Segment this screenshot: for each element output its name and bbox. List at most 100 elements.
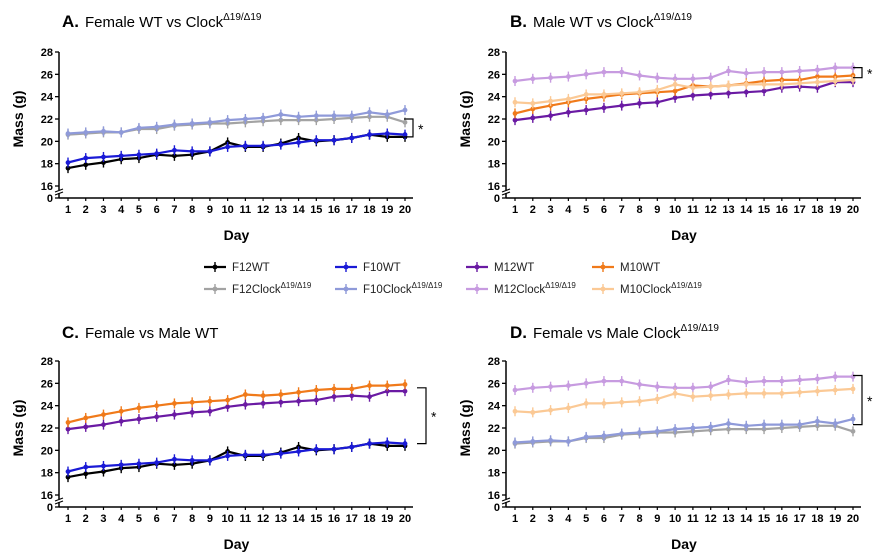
data-point	[207, 148, 213, 154]
y-tick-label: 18	[488, 468, 500, 480]
data-point	[619, 69, 625, 75]
data-point	[154, 414, 160, 420]
data-point	[779, 422, 785, 428]
axis-break-mark	[501, 497, 511, 502]
legend-label-superscript: Δ19/Δ19	[281, 281, 312, 290]
x-tick-label: 6	[601, 204, 607, 216]
panel-letter: C.	[62, 323, 79, 342]
data-point	[118, 408, 124, 414]
data-point	[512, 440, 518, 445]
data-point	[118, 418, 124, 424]
data-point	[278, 112, 284, 117]
data-point	[83, 162, 89, 168]
legend-label: M12WT	[494, 262, 534, 274]
data-point	[384, 440, 390, 445]
data-point	[101, 154, 106, 160]
y-tick-label: 26	[488, 378, 500, 390]
data-point	[832, 421, 838, 426]
data-point	[583, 434, 589, 440]
significance-bracket	[417, 387, 427, 445]
x-tick-label: 9	[654, 513, 660, 525]
data-point	[530, 439, 536, 444]
data-point	[797, 389, 803, 395]
series-line	[514, 80, 853, 122]
data-point	[530, 409, 536, 415]
data-point	[172, 456, 177, 462]
data-point	[548, 384, 553, 390]
x-tick-label: 17	[346, 513, 358, 525]
x-tick-label: 3	[548, 513, 554, 525]
panel-title-text: Female vs Male WT	[85, 325, 218, 342]
data-point	[743, 379, 749, 385]
data-point	[154, 403, 160, 409]
data-point	[296, 449, 301, 454]
x-tick-label: 7	[171, 513, 177, 525]
y-tick-label: 24	[41, 92, 54, 104]
data-point	[331, 113, 337, 119]
data-point	[296, 140, 301, 145]
data-point	[601, 401, 607, 406]
data-point	[65, 160, 71, 165]
data-point	[832, 387, 838, 393]
data-point	[779, 69, 785, 75]
data-point	[118, 462, 124, 468]
data-point	[654, 428, 660, 434]
data-point	[242, 116, 248, 122]
legend-item: M12ClockΔ19/Δ19	[466, 281, 576, 296]
data-point	[136, 152, 142, 158]
y-tick-label: 16	[41, 181, 53, 193]
data-point	[402, 119, 408, 125]
data-point	[743, 89, 749, 95]
data-point	[367, 132, 372, 138]
data-point	[637, 100, 642, 106]
data-point	[761, 88, 767, 94]
panel-title: D. Female vs Male ClockΔ19/Δ19	[510, 323, 719, 342]
y-tick-label: 20	[488, 136, 500, 148]
data-point	[797, 80, 803, 86]
x-tick-label: 20	[847, 513, 859, 525]
data-point	[349, 386, 355, 392]
legend-swatch-marker	[343, 286, 349, 292]
data-point	[172, 462, 177, 468]
y-tick-label: 0	[47, 193, 53, 205]
x-tick-label: 10	[222, 513, 234, 525]
x-tick-label: 2	[530, 513, 536, 525]
data-point	[349, 393, 355, 399]
data-point	[637, 382, 642, 387]
significance-star: *	[431, 409, 437, 425]
data-point	[797, 68, 803, 74]
y-tick-label: 24	[41, 401, 54, 413]
series-line	[67, 133, 405, 170]
data-point	[384, 131, 390, 136]
x-tick-label: 1	[65, 204, 71, 216]
legend-label-name: F10Clock	[363, 284, 412, 296]
data-point	[815, 376, 820, 382]
x-tick-label: 6	[601, 513, 607, 525]
x-axis-label: Day	[224, 227, 250, 243]
x-tick-label: 4	[565, 513, 572, 525]
panel-title-superscript: Δ19/Δ19	[681, 323, 720, 334]
y-tick-label: 28	[41, 47, 53, 59]
x-tick-label: 8	[636, 204, 642, 216]
data-point	[815, 79, 820, 85]
y-tick-label: 24	[488, 401, 501, 413]
axis-break-mark	[54, 191, 64, 196]
data-point	[583, 380, 589, 386]
data-point	[637, 398, 642, 404]
x-tick-label: 6	[154, 204, 160, 216]
x-tick-label: 20	[399, 204, 411, 216]
data-point	[207, 408, 213, 414]
series-line	[67, 383, 406, 424]
data-point	[761, 69, 767, 75]
series-F10Clock	[65, 105, 408, 139]
x-tick-label: 2	[530, 204, 536, 216]
data-point	[601, 105, 607, 111]
data-point	[726, 90, 731, 96]
legend-label-name: M12WT	[494, 262, 534, 274]
panel-title-text: Female WT vs Clock	[85, 14, 224, 31]
data-point	[512, 387, 518, 393]
x-tick-label: 12	[257, 513, 269, 525]
series-M12Clock	[512, 371, 856, 396]
data-point	[260, 115, 266, 121]
